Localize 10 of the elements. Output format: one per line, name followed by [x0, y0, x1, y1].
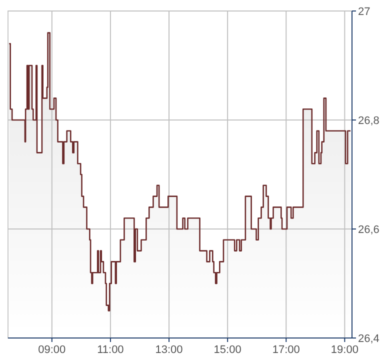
- x-tick-label: 13:00: [155, 344, 183, 356]
- y-tick-label: 26,8: [358, 115, 380, 127]
- y-tick-label: 27: [358, 6, 370, 18]
- x-tick-label: 11:00: [97, 344, 124, 356]
- y-tick-label: 26,4: [358, 333, 380, 345]
- y-tick-label: 26,6: [358, 224, 380, 236]
- x-tick-label: 19:00: [330, 344, 358, 356]
- x-tick-label: 17:00: [272, 344, 300, 356]
- x-tick-label: 09:00: [38, 344, 66, 356]
- x-tick-label: 15:00: [214, 344, 242, 356]
